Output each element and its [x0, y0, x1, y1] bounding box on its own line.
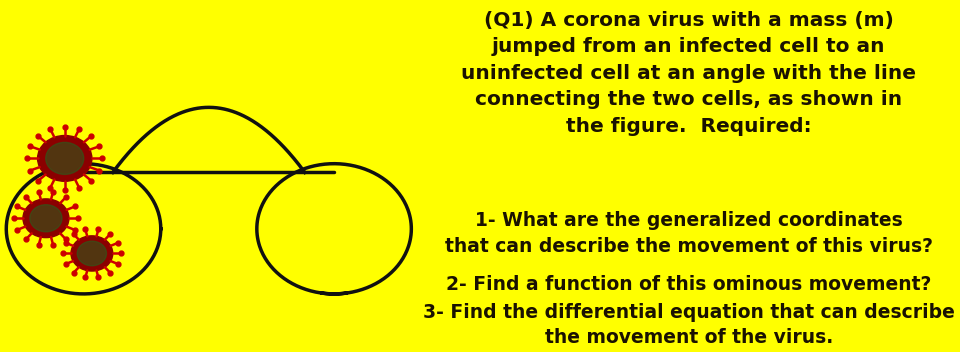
Text: 3- Find the differential equation that can describe
the movement of the virus.: 3- Find the differential equation that c… [422, 303, 955, 347]
Text: 2- Find a function of this ominous movement?: 2- Find a function of this ominous movem… [446, 275, 931, 294]
Circle shape [71, 236, 112, 271]
Circle shape [30, 205, 62, 232]
Text: 1- What are the generalized coordinates
that can describe the movement of this v: 1- What are the generalized coordinates … [444, 211, 933, 256]
Circle shape [23, 199, 69, 238]
Text: (Q1) A corona virus with a mass (m)
jumped from an infected cell to an
uninfecte: (Q1) A corona virus with a mass (m) jump… [462, 11, 916, 136]
Circle shape [46, 142, 84, 174]
Circle shape [77, 241, 107, 266]
Circle shape [37, 136, 92, 181]
